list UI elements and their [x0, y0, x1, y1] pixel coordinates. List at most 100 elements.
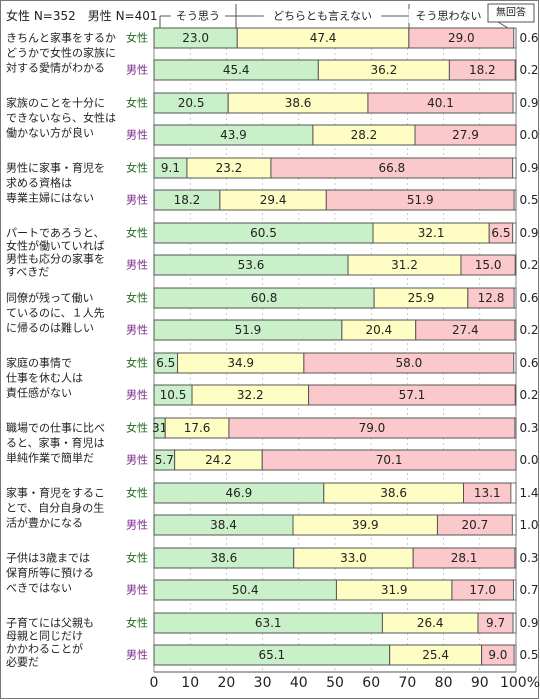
header-disagree-bg: [408, 9, 489, 23]
bar-value-label: 5.7: [155, 453, 174, 467]
bar-value-label: 51.9: [407, 193, 434, 207]
bar-value-label: 65.1: [258, 648, 285, 662]
no-answer-value: 0.2: [519, 63, 538, 77]
male-label: 男性: [126, 583, 148, 597]
bar-value-label: 57.1: [399, 388, 426, 402]
bar-value-label: 23.2: [216, 161, 243, 175]
female-label: 女性: [126, 486, 148, 500]
question-text-line: べきではない: [6, 582, 72, 595]
no-answer-value: 0.5: [519, 648, 538, 662]
bar-segment-no-answer: [513, 352, 517, 374]
bar-value-label: 47.4: [310, 31, 337, 45]
bar-value-label: 20.7: [462, 518, 489, 532]
bar-value-label: 24.2: [205, 453, 232, 467]
bar-value-label: 33.0: [340, 551, 367, 565]
question-text-line: 家庭の事情で: [6, 356, 72, 370]
bar-segment-no-answer: [514, 547, 517, 569]
bar-segment-no-answer: [510, 482, 517, 504]
bar-value-label: 31.2: [391, 258, 418, 272]
question-text-line: 女性が働いていれば: [6, 239, 105, 253]
bar-value-label: 12.8: [478, 291, 505, 305]
question-text-line: 責任感がない: [6, 386, 72, 400]
male-label: 男性: [126, 388, 148, 402]
question-text-line: パートであろうと、: [6, 227, 104, 240]
no-answer-value: 0.5: [519, 193, 538, 207]
header-agree-label: そう思う: [176, 10, 220, 23]
no-answer-value: 0.3: [519, 551, 538, 565]
question-text-line: 求める資格は: [6, 176, 72, 190]
bar-segment-no-answer: [513, 27, 517, 49]
bar-value-label: 6.5: [491, 226, 510, 240]
bar-value-label: 53.6: [238, 258, 265, 272]
bar-value-label: 27.9: [452, 128, 479, 142]
no-answer-value: 0.9: [519, 226, 538, 240]
female-label: 女性: [126, 616, 148, 630]
bar-value-label: 18.2: [174, 193, 201, 207]
question-text-line: 単純作業で簡単だ: [6, 451, 94, 465]
no-answer-value: 0.0: [519, 128, 538, 142]
x-tick-label: 70: [398, 675, 416, 691]
question-text-line: できないなら、女性は: [6, 111, 116, 125]
question-text-line: に帰るのは難しい: [6, 322, 94, 335]
bar-segment-no-answer: [512, 92, 517, 114]
question-text-line: 対する愛情がわかる: [6, 61, 105, 75]
bar-value-label: 60.8: [251, 291, 278, 305]
no-answer-value: 0.9: [519, 616, 538, 630]
bar-value-label: 28.2: [351, 128, 378, 142]
bar-value-label: 32.1: [418, 226, 445, 240]
bar-value-label: 36.2: [371, 63, 398, 77]
bar-value-label: 28.1: [451, 551, 478, 565]
bar-value-label: 20.5: [178, 96, 205, 110]
question-text-line: 必要だ: [6, 656, 39, 669]
female-label: 女性: [126, 551, 148, 565]
bar-segment-no-answer: [513, 579, 517, 601]
question-text-line: かかわることが: [6, 642, 83, 656]
no-answer-value: 0.9: [519, 161, 538, 175]
question-text-line: ているのに、１人先: [6, 307, 105, 320]
bar-segment-disagree: [414, 124, 517, 146]
bar-value-label: 51.9: [235, 323, 262, 337]
bar-value-label: 34.9: [227, 356, 254, 370]
male-label: 男性: [126, 63, 148, 77]
male-label: 男性: [126, 193, 148, 207]
bar-segment-no-answer: [514, 254, 517, 276]
question-text-line: 家族のことを十分に: [6, 96, 105, 110]
male-label: 男性: [126, 518, 148, 532]
bar-value-label: 58.0: [395, 356, 422, 370]
question-text-line: どうかで女性の家族に: [6, 46, 116, 60]
question-text-line: 男性に家事・育児を: [6, 161, 105, 175]
question-text-line: 仕事を休む人は: [6, 372, 83, 385]
no-answer-value: 0.2: [519, 258, 538, 272]
bar-value-label: 9.1: [161, 161, 180, 175]
bar-value-label: 38.6: [285, 96, 312, 110]
male-label: 男性: [126, 648, 148, 662]
bar-value-label: 60.5: [250, 226, 277, 240]
bar-value-label: 25.4: [422, 648, 449, 662]
bar-segment-no-answer: [513, 189, 517, 211]
header-neutral-label: どちらとも言えない: [273, 10, 372, 23]
male-label: 男性: [126, 128, 148, 142]
bar-segment-no-answer: [513, 644, 517, 666]
bar-segment-no-answer: [513, 287, 517, 309]
header-agree-bg: [170, 9, 226, 23]
question-text-line: 専業主婦にはない: [6, 191, 94, 205]
bar-value-label: 31: [152, 421, 167, 435]
x-tick-label: 60: [362, 675, 380, 691]
bar-value-label: 29.0: [448, 31, 475, 45]
male-label: 男性: [126, 258, 148, 272]
question-text-line: とで、自分自身の生: [6, 501, 104, 515]
bar-segment-no-answer: [514, 417, 517, 439]
no-answer-value: 1.0: [519, 518, 538, 532]
female-label: 女性: [126, 96, 148, 110]
question-text-line: 同僚が残って働い: [6, 291, 93, 305]
female-label: 女性: [126, 226, 148, 240]
x-tick-label: 0: [150, 675, 159, 691]
question-text-line: 子供は3歳までは: [6, 551, 90, 565]
sample-size-label: 女性 N=352 男性 N=401: [6, 8, 158, 23]
bar-value-label: 26.4: [417, 616, 444, 630]
x-tick-label: 30: [254, 675, 272, 691]
no-answer-header-label: 無回答: [496, 6, 526, 19]
